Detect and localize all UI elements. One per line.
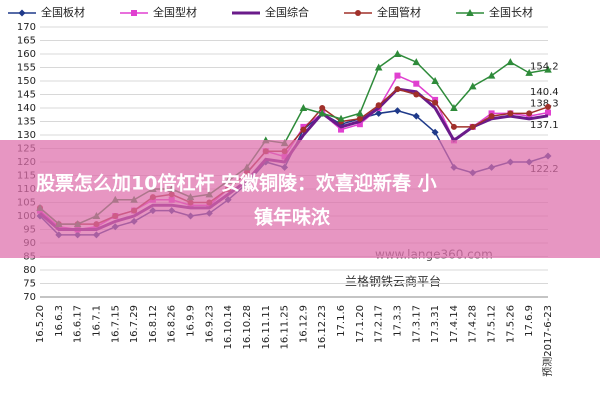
x-tick-label: 16.6.3: [54, 305, 65, 337]
point: [299, 104, 308, 111]
y-tick-label: 160: [17, 49, 36, 60]
point: [544, 65, 552, 73]
point: [488, 113, 495, 120]
point: [506, 58, 515, 66]
point: [337, 114, 345, 122]
legend-marker: [18, 9, 26, 17]
x-tick-label: 16.6.17: [73, 305, 84, 343]
point: [394, 72, 401, 79]
point: [412, 112, 420, 120]
x-tick-label: 16.12.9: [298, 305, 309, 343]
point: [431, 128, 439, 136]
watermark-brand: 兰格钢铁云商平台: [345, 274, 441, 289]
x-tick-label: 17.2.17: [374, 305, 385, 343]
point: [545, 103, 551, 110]
x-tick-label: 17.6.9: [524, 305, 535, 337]
x-tick-label: 16.8.12: [148, 305, 159, 343]
x-tick-label: 16.7.15: [110, 305, 121, 343]
x-tick-label: 17.1.20: [355, 305, 366, 343]
point: [375, 109, 383, 117]
x-tick-label: 16.7.29: [129, 305, 140, 343]
legend-label: 全国管材: [377, 5, 421, 19]
y-tick-label: 140: [17, 103, 36, 114]
point: [338, 126, 345, 133]
legend-label: 全国型材: [153, 5, 197, 19]
data-label: 140.4: [530, 87, 559, 98]
point: [356, 109, 364, 117]
point: [432, 99, 439, 106]
x-tick-label: 16.9.9: [186, 305, 197, 337]
legend-marker: [131, 10, 137, 16]
x-tick-label: 16.11.11: [261, 305, 272, 350]
y-tick-label: 80: [23, 265, 36, 276]
banner-text-cont: 镇年味浓: [254, 206, 331, 229]
legend-marker: [466, 9, 474, 16]
banner-bg: [0, 140, 600, 258]
point: [394, 86, 401, 93]
banner-text-1: 股票怎么加10倍杠杆 安徽铜陵：欢喜迎新春 小: [36, 172, 437, 195]
x-tick-label: 16.12.23: [317, 305, 328, 350]
point: [413, 80, 420, 87]
x-tick-label: 16.10.28: [242, 305, 253, 350]
y-tick-label: 165: [17, 36, 36, 47]
point: [526, 110, 533, 117]
x-tick-label: 预测2017-6-23: [541, 305, 554, 377]
x-tick-label: 16.5.20: [35, 305, 46, 343]
point: [393, 107, 401, 115]
point: [319, 105, 326, 111]
point: [393, 50, 402, 57]
x-tick-label: 17.4.28: [468, 305, 479, 343]
x-tick-label: 17.3.31: [430, 305, 441, 343]
legend-label: 全国综合: [265, 5, 309, 19]
point: [525, 68, 533, 76]
x-tick-label: 16.7.1: [91, 305, 102, 337]
point: [318, 109, 327, 117]
point: [374, 63, 383, 71]
data-label: 138.3: [530, 99, 559, 110]
y-tick-label: 135: [17, 117, 36, 128]
y-tick-label: 75: [23, 279, 36, 290]
point: [468, 82, 477, 90]
y-tick-label: 130: [17, 130, 36, 141]
legend-label: 全国板材: [41, 5, 85, 19]
y-tick-label: 150: [17, 76, 36, 87]
x-tick-label: 16.11.25: [280, 305, 291, 350]
x-tick-label: 17.3.3: [392, 305, 403, 337]
y-tick-label: 145: [17, 90, 36, 101]
x-tick-label: 17.5.12: [487, 305, 498, 343]
point: [412, 58, 421, 66]
y-tick-label: 170: [17, 22, 36, 33]
point: [487, 71, 496, 79]
x-tick-label: 17.1.6: [336, 305, 347, 337]
point: [356, 115, 363, 122]
x-tick-label: 17.4.14: [449, 305, 460, 343]
point: [450, 123, 457, 130]
x-tick-label: 16.10.14: [223, 305, 234, 350]
x-tick-label: 16.9.23: [204, 305, 215, 343]
point: [469, 123, 476, 130]
data-label: 154.2: [530, 62, 559, 73]
point: [356, 121, 363, 128]
legend-label: 全国长材: [489, 5, 533, 19]
x-tick-label: 17.5.26: [505, 305, 516, 343]
point: [413, 91, 420, 98]
y-tick-label: 70: [23, 292, 36, 303]
point: [375, 102, 382, 109]
point: [450, 104, 458, 111]
point: [431, 77, 439, 84]
legend-marker: [355, 10, 361, 16]
point: [507, 110, 514, 117]
y-tick-label: 155: [17, 63, 36, 74]
x-tick-label: 17.3.17: [411, 305, 422, 343]
data-label: 137.1: [530, 120, 559, 131]
point: [300, 126, 307, 133]
point: [545, 109, 551, 116]
x-tick-label: 16.8.26: [167, 305, 178, 343]
